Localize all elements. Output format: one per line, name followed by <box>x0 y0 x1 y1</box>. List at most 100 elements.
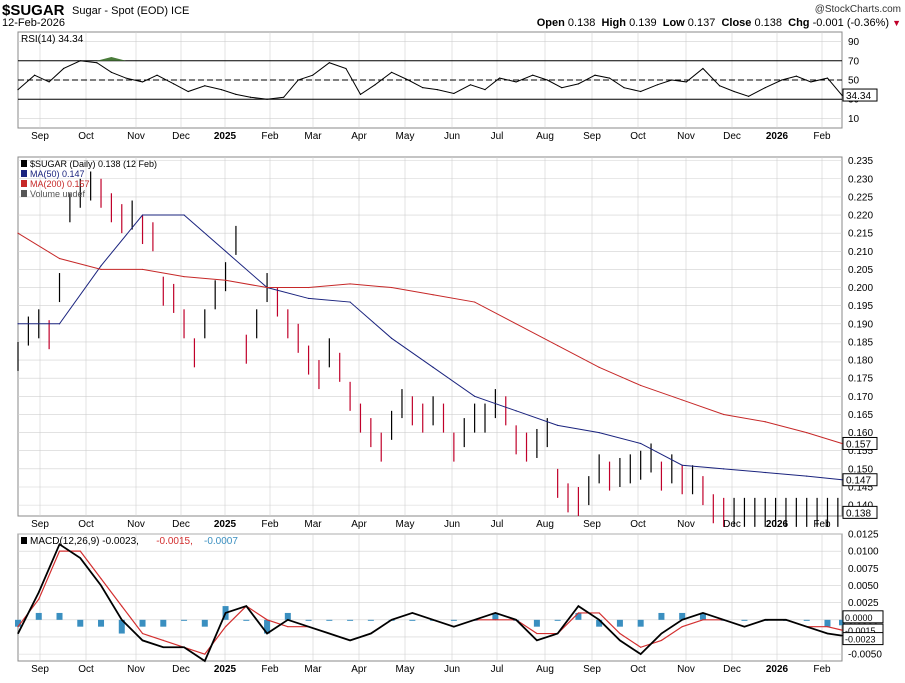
y-tick-label: 0.200 <box>848 283 873 294</box>
ma50-point <box>598 431 600 434</box>
rsi-point <box>484 89 486 91</box>
macd-signal-point <box>204 653 206 655</box>
rsi-point <box>312 74 314 76</box>
macd-point <box>640 653 642 655</box>
macd-last-value-box <box>842 632 884 646</box>
price-legend-entry: MA(50) 0.147 <box>30 169 85 179</box>
x-month-label: Apr <box>351 519 367 530</box>
x-month-label: 2026 <box>766 519 789 530</box>
price-legend-entry: Volume undef <box>30 189 86 199</box>
macd-point <box>287 619 289 621</box>
macd-legend-entry: -0.0015, <box>156 536 193 547</box>
macd-point <box>121 619 123 621</box>
macd-point <box>17 632 19 635</box>
macd-point <box>224 612 227 614</box>
rsi-point <box>795 75 797 77</box>
macd-histogram-bar <box>839 619 845 626</box>
price-last-value: 0.157 <box>846 439 871 450</box>
macd-histogram-bar <box>699 612 706 620</box>
x-month-label: Nov <box>127 519 145 530</box>
ma200-point <box>100 268 102 271</box>
rsi-last-value-box <box>842 88 878 102</box>
macd-histogram-bar <box>326 619 333 621</box>
rsi-point <box>249 96 252 98</box>
rsi-point <box>110 71 113 73</box>
x-month-label: Nov <box>127 664 145 675</box>
macd-histogram-bar <box>243 619 250 621</box>
x-month-label: Sep <box>31 519 49 530</box>
rsi-point <box>546 79 548 81</box>
x-month-label: Feb <box>261 664 279 675</box>
chart-date: 12-Feb-2026 <box>2 17 65 29</box>
y-tick-label: 0.0125 <box>848 530 879 541</box>
macd-signal-point <box>702 619 704 621</box>
rsi-point <box>156 74 158 76</box>
rsi-point <box>469 84 472 86</box>
x-month-label: Sep <box>583 664 601 675</box>
ma200-point <box>841 442 843 445</box>
x-month-label: Oct <box>78 519 94 530</box>
y-tick-label: 0.165 <box>848 410 873 421</box>
ma200-point <box>598 366 600 368</box>
macd-signal-point <box>224 626 227 628</box>
rsi-point <box>764 87 766 89</box>
macd-point <box>204 660 206 662</box>
ma50-point <box>307 297 310 300</box>
price-legend-entry: MA(200) 0.157 <box>30 179 90 189</box>
macd-histogram-bar <box>679 612 686 620</box>
rsi-point <box>34 74 36 76</box>
rsi-point <box>204 85 206 87</box>
rsi-point <box>608 77 611 79</box>
x-month-label: Oct <box>630 131 646 142</box>
rsi-point <box>623 87 625 89</box>
rsi-point <box>747 95 750 97</box>
rsi-point <box>810 81 812 83</box>
macd-point <box>58 543 61 545</box>
price-last-value: 0.138 <box>846 508 871 519</box>
watermark[interactable]: @StockCharts.com <box>814 4 901 15</box>
rsi-point <box>453 92 455 95</box>
rsi-point <box>374 84 376 86</box>
macd-point <box>723 619 725 621</box>
x-month-label: Aug <box>536 131 554 142</box>
y-tick-label: 0.190 <box>848 319 873 330</box>
open-value: 0.138 <box>567 17 596 29</box>
rsi-point <box>532 74 534 76</box>
rsi-overbought-fill <box>96 56 126 61</box>
x-month-label: Apr <box>351 131 367 142</box>
ma200-point <box>349 283 351 285</box>
macd-histogram-bar <box>803 619 810 621</box>
macd-histogram-bar <box>284 612 291 620</box>
x-month-label: Nov <box>127 131 145 142</box>
y-tick-label: 0.220 <box>848 211 873 222</box>
x-month-label: Sep <box>31 131 49 142</box>
rsi-point <box>391 71 393 73</box>
x-month-label: 2026 <box>766 664 789 675</box>
y-tick-label: 0.195 <box>848 301 873 312</box>
x-month-label: Mar <box>304 664 322 675</box>
x-month-label: Oct <box>630 664 646 675</box>
ma200-point <box>557 344 559 347</box>
ma200-point <box>266 286 268 289</box>
rsi-point <box>220 89 223 91</box>
rsi-point <box>266 98 268 100</box>
chg-label: Chg <box>788 17 810 29</box>
high-value: 0.139 <box>629 17 657 29</box>
ma200-point <box>681 399 683 401</box>
ma200-point <box>58 257 61 260</box>
x-month-label: 2026 <box>766 131 789 142</box>
symbol-title: $SUGAR <box>2 2 65 19</box>
x-month-label: Aug <box>536 664 554 675</box>
high-label: High <box>601 17 626 29</box>
ma200-point <box>307 286 310 289</box>
chg-arrow-icon: ▼ <box>892 18 901 28</box>
ma50-point <box>841 479 843 481</box>
x-month-label: Nov <box>677 664 695 675</box>
y-tick-label: 10 <box>848 114 860 125</box>
rsi-point <box>173 83 175 85</box>
y-tick-label: 0.230 <box>848 174 873 185</box>
rsi-point <box>125 77 127 79</box>
y-tick-label: 0.0075 <box>848 564 879 575</box>
macd-histogram-bar <box>616 619 623 627</box>
